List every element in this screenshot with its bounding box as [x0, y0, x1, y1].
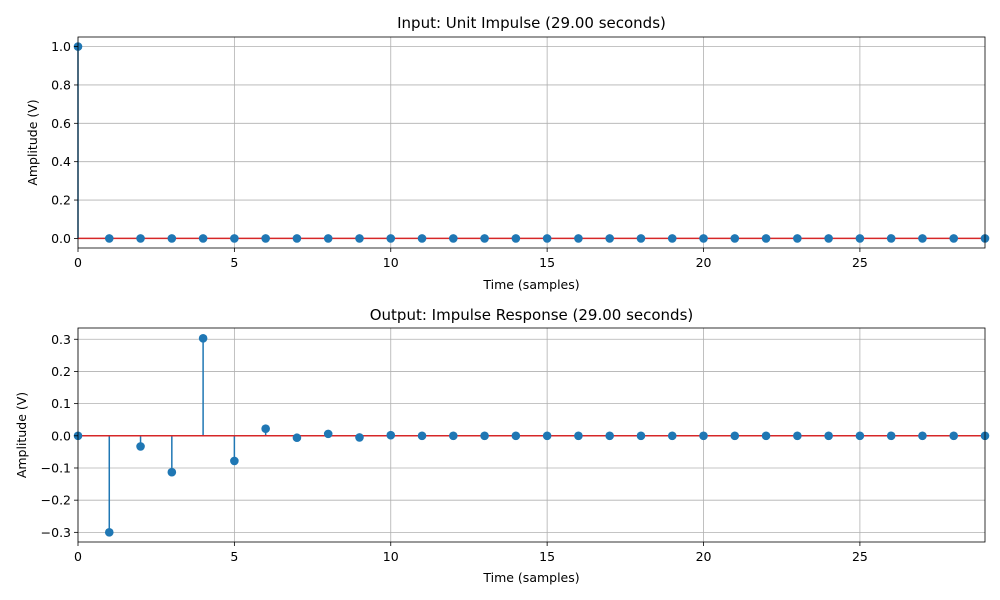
y-tick-label: 0.4: [51, 154, 71, 169]
y-tick-label: −0.3: [41, 525, 71, 540]
stem-marker: [574, 431, 583, 441]
stem-marker: [355, 433, 364, 442]
stem-marker: [323, 234, 333, 243]
stem-marker: [198, 333, 208, 343]
y-tick-label: 0.1: [51, 396, 71, 411]
x-tick-label: 20: [696, 255, 712, 270]
stem-marker: [667, 431, 677, 441]
x-axis-label: Time (samples): [482, 570, 579, 585]
stem-marker: [636, 234, 646, 243]
stem-marker: [230, 234, 239, 243]
chart-title: Output: Impulse Response (29.00 seconds): [370, 306, 694, 324]
y-axis-label: Amplitude (V): [25, 99, 40, 185]
stem-marker: [699, 431, 708, 441]
stem-marker: [730, 431, 740, 441]
stem-marker: [730, 234, 740, 243]
stem-marker: [605, 234, 614, 243]
stem-marker: [699, 234, 708, 243]
stem-marker: [261, 424, 270, 434]
y-tick-label: 0.0: [51, 231, 71, 246]
stem-marker: [605, 431, 614, 441]
stem-marker: [761, 234, 771, 243]
stem-marker: [167, 234, 177, 243]
stem-marker: [511, 234, 521, 243]
y-axis-label: Amplitude (V): [14, 392, 29, 478]
x-tick-label: 5: [230, 549, 238, 564]
stem-marker: [480, 234, 489, 243]
stem-marker: [104, 528, 114, 537]
x-tick-label: 15: [539, 549, 555, 564]
stem-marker: [480, 431, 489, 441]
x-axis-label: Time (samples): [482, 277, 579, 292]
stem-marker: [386, 234, 396, 243]
y-tick-label: 0.2: [51, 364, 71, 379]
x-tick-label: 10: [383, 549, 399, 564]
x-tick-label: 20: [696, 549, 712, 564]
stem-marker: [793, 431, 802, 441]
y-tick-label: 0.6: [51, 116, 71, 131]
stem-marker: [949, 431, 959, 441]
stem-marker: [417, 234, 427, 243]
stem-marker: [542, 431, 552, 441]
x-tick-label: 0: [74, 549, 82, 564]
stem-marker: [449, 234, 458, 243]
stem-marker: [824, 431, 833, 441]
stem-marker: [855, 234, 865, 243]
x-tick-label: 25: [852, 549, 868, 564]
stem-marker: [230, 456, 239, 466]
axes-frame: [77, 327, 986, 543]
stem-marker: [542, 234, 552, 243]
y-tick-label: 0.8: [51, 77, 71, 92]
y-tick-label: −0.2: [41, 493, 71, 508]
stem-marker: [855, 431, 865, 441]
stem-marker: [355, 234, 364, 243]
stem-marker: [761, 431, 771, 441]
y-tick-label: 0.2: [51, 193, 71, 208]
stem-marker: [323, 429, 333, 439]
stem-marker: [292, 234, 302, 243]
stem-marker: [793, 234, 802, 243]
stem-marker: [136, 234, 145, 243]
stem-marker: [104, 234, 114, 243]
stem-marker: [167, 467, 177, 477]
stem-marker: [417, 431, 427, 441]
stem-marker: [918, 234, 927, 243]
x-tick-label: 25: [852, 255, 868, 270]
chart-title: Input: Unit Impulse (29.00 seconds): [397, 14, 666, 32]
stem-marker: [574, 234, 583, 243]
stem-marker: [449, 431, 458, 441]
stem-marker: [824, 234, 833, 243]
y-tick-label: 0.0: [51, 428, 71, 443]
stem-marker: [136, 442, 145, 451]
stem-marker: [511, 431, 521, 441]
stem-marker: [198, 234, 208, 243]
stem-marker: [886, 431, 896, 441]
axes-frame: [77, 36, 986, 249]
stem-marker: [886, 234, 896, 243]
stem-marker: [949, 234, 959, 243]
y-tick-label: −0.1: [41, 460, 71, 475]
stem-marker: [261, 234, 270, 243]
y-tick-label: 0.3: [51, 332, 71, 347]
stem-marker: [918, 431, 927, 441]
x-tick-label: 15: [539, 255, 555, 270]
x-tick-label: 5: [230, 255, 238, 270]
x-tick-label: 10: [383, 255, 399, 270]
stem-marker: [386, 430, 396, 440]
stem-marker: [636, 431, 646, 441]
stem-marker: [667, 234, 677, 243]
x-tick-label: 0: [74, 255, 82, 270]
stem-marker: [292, 433, 302, 443]
output-plot: 0 5 10 15 20 25 −0.3 −0.2 −0.1 0.0 0.1 0.2 0.3 Output…: [14, 306, 990, 585]
y-tick-label: 1.0: [51, 39, 71, 54]
input-plot: 0 5 10 15 20 25 0.0 0.2 0.4 0.6 0.8 1.0 Input: Unit …: [25, 14, 990, 292]
